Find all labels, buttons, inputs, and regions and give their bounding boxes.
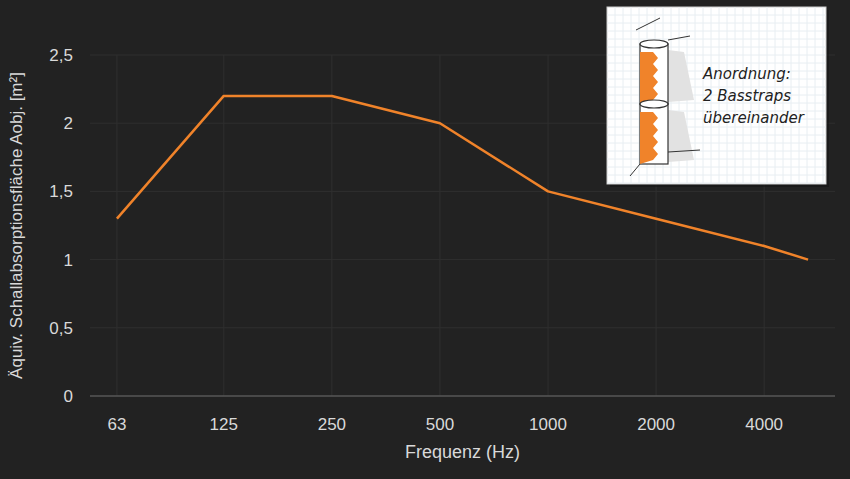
inset-line — [668, 36, 690, 40]
grid-line — [331, 55, 332, 396]
x-tick-label: 63 — [107, 415, 126, 434]
grid-line — [223, 55, 224, 396]
inset-grid — [607, 23, 826, 24]
x-axis-title: Frequenz (Hz) — [405, 442, 520, 462]
inset-box — [607, 7, 826, 184]
inset-grid — [607, 31, 826, 32]
x-tick-label: 250 — [318, 415, 346, 434]
y-tick-label: 0 — [64, 387, 73, 406]
chart: 0 0,5 1 1,5 2 2,5 63 125 250 500 1000 2000 4000 Frequ… — [0, 0, 850, 479]
x-tick-label: 4000 — [745, 415, 783, 434]
grid-line — [90, 396, 835, 397]
grid-line — [90, 191, 835, 192]
x-axis-line — [90, 396, 835, 397]
y-axis-title: Äquiv. Schallabsorptionsfläche Aobj. [m²… — [7, 72, 26, 379]
y-tick-label: 1 — [64, 251, 73, 270]
grid-line — [439, 55, 440, 396]
inset-line — [668, 150, 700, 152]
inset-shadow-shape — [668, 50, 694, 102]
inset-grid — [607, 183, 826, 184]
basstrap-top — [640, 40, 668, 48]
inset-grid — [607, 15, 826, 16]
inset-line — [636, 18, 660, 30]
annotation: Anordnung: — [702, 65, 791, 83]
basstrap-fill — [640, 112, 658, 164]
grid-line — [90, 327, 835, 328]
grid-line — [90, 55, 835, 56]
y-tick-label: 2,5 — [49, 46, 73, 65]
y-tick-label: 1,5 — [49, 182, 73, 201]
x-tick-label: 125 — [210, 415, 238, 434]
inset: Anordnung: 2 Basstraps übereinander — [607, 7, 829, 187]
inset-line — [630, 164, 640, 176]
grid-line — [116, 55, 117, 396]
inset-grid — [607, 167, 826, 168]
grid-line — [90, 259, 835, 260]
y-tick-label: 0,5 — [49, 319, 73, 338]
y-tick-label: 2 — [64, 114, 73, 133]
annotation: 2 Basstraps — [703, 87, 791, 105]
grid-line — [548, 55, 549, 396]
inset-grid — [607, 175, 826, 176]
inset-shadow-shape — [668, 110, 694, 162]
x-tick-label: 500 — [426, 415, 454, 434]
annotation: übereinander — [703, 109, 805, 127]
x-tick-label: 2000 — [637, 415, 675, 434]
basstrap-fill — [640, 52, 658, 104]
basstrap — [640, 104, 668, 164]
background — [0, 0, 850, 479]
inset-grid — [607, 39, 826, 40]
x-tick-label: 1000 — [529, 415, 567, 434]
basstrap-top — [640, 100, 668, 108]
basstrap — [640, 44, 668, 104]
